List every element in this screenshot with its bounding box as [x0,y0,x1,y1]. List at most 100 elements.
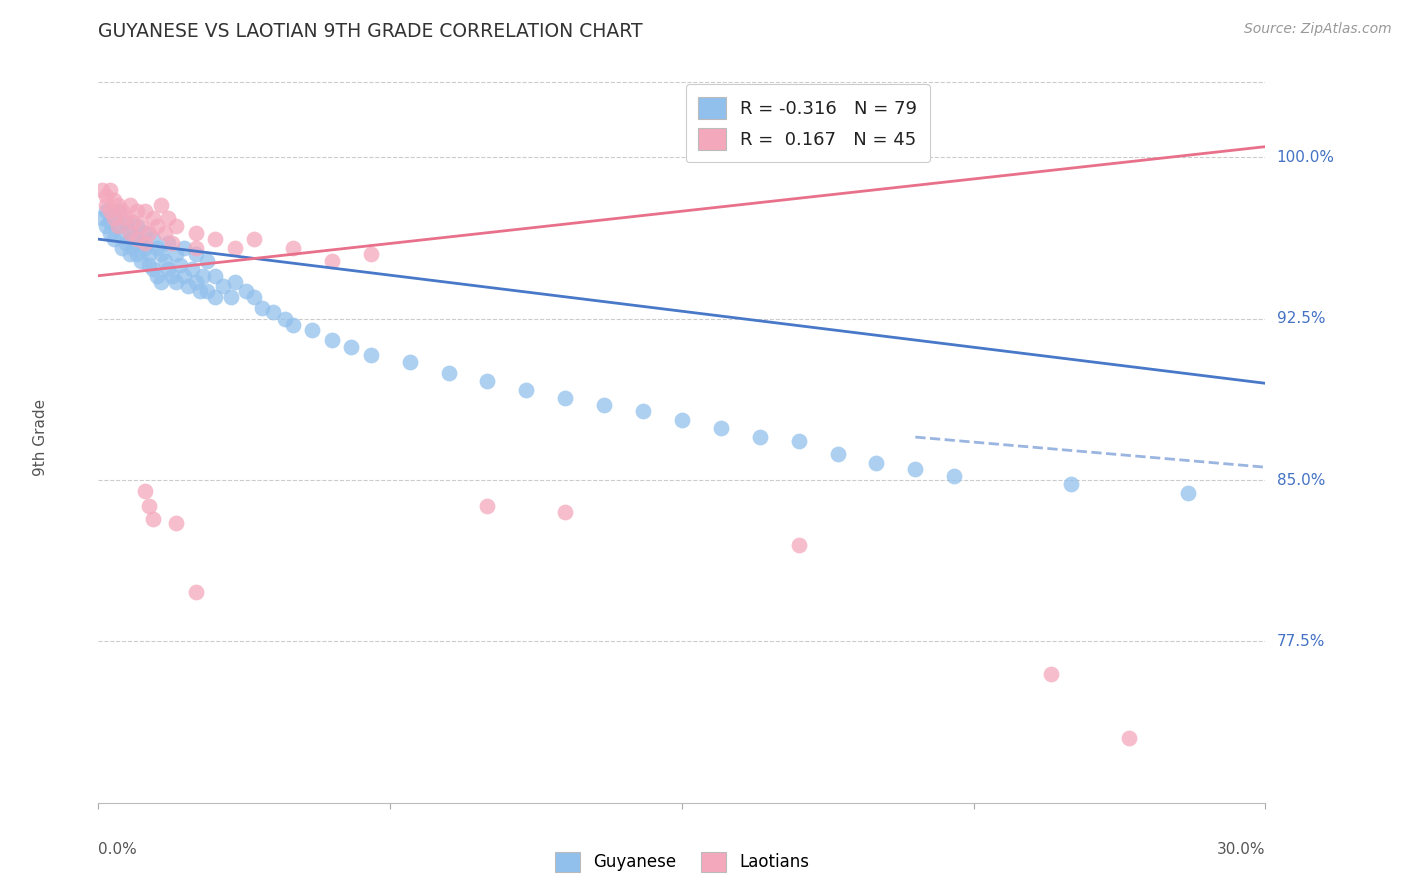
Text: 77.5%: 77.5% [1277,634,1324,649]
Point [184,226,207,240]
Point [107,204,129,219]
Point [437,366,460,380]
Point [146,268,169,283]
Point [340,340,363,354]
Point [157,211,180,225]
Point [138,247,160,261]
Point [184,585,207,599]
Point [827,447,849,461]
Point [153,226,176,240]
Point [360,247,382,261]
Point [129,219,152,234]
Point [204,232,226,246]
Point [98,204,121,219]
Point [1040,666,1063,681]
Point [98,183,121,197]
Point [129,236,152,251]
Point [142,232,165,246]
Point [96,204,118,219]
Point [554,392,576,406]
Text: 0.0%: 0.0% [98,842,138,856]
Point [114,236,136,251]
Point [162,236,184,251]
Point [301,322,323,336]
Text: GUYANESE VS LAOTIAN 9TH GRADE CORRELATION CHART: GUYANESE VS LAOTIAN 9TH GRADE CORRELATIO… [98,22,643,41]
Point [184,247,207,261]
Point [748,430,770,444]
Point [235,284,257,298]
Point [195,284,218,298]
Point [146,241,169,255]
Point [165,275,187,289]
Point [477,374,499,388]
Point [98,215,121,229]
Point [162,268,184,283]
Point [787,538,810,552]
Point [134,204,156,219]
Point [1118,731,1140,746]
Point [142,512,165,526]
Point [114,215,136,229]
Point [127,247,149,261]
Point [165,247,187,261]
Point [321,253,343,268]
Point [165,219,187,234]
Point [1060,477,1083,491]
Point [118,226,141,240]
Point [149,198,172,212]
Point [204,268,226,283]
Point [111,227,134,242]
Point [118,247,141,261]
Point [184,241,207,255]
Point [142,211,165,225]
Point [398,355,420,369]
Text: 92.5%: 92.5% [1277,311,1324,326]
Point [904,462,927,476]
Point [1177,486,1199,500]
Text: 30.0%: 30.0% [1218,842,1265,856]
Text: 9th Grade: 9th Grade [32,399,48,475]
Point [138,226,160,240]
Point [177,279,200,293]
Point [274,311,297,326]
Point [127,204,149,219]
Point [96,189,118,203]
Point [515,383,537,397]
Text: Source: ZipAtlas.com: Source: ZipAtlas.com [1244,22,1392,37]
Point [146,219,169,234]
Point [157,236,180,251]
Point [212,279,235,293]
Point [142,262,165,277]
Point [103,194,125,208]
Point [129,253,152,268]
Point [173,241,195,255]
Point [111,204,134,219]
Point [134,236,156,251]
Text: 85.0%: 85.0% [1277,473,1324,488]
Point [193,268,215,283]
Point [180,262,202,277]
Point [134,226,156,240]
Point [173,268,195,283]
Point [631,404,654,418]
Point [134,483,156,498]
Point [118,198,141,212]
Point [787,434,810,449]
Point [91,211,114,225]
Legend: Guyanese, Laotians: Guyanese, Laotians [548,845,815,879]
Point [188,284,211,298]
Point [243,232,266,246]
Point [149,275,172,289]
Point [865,456,887,470]
Point [107,219,129,234]
Point [219,290,242,304]
Point [111,241,134,255]
Point [243,290,266,304]
Point [91,183,114,197]
Point [103,232,125,246]
Point [157,262,180,277]
Point [149,247,172,261]
Point [127,219,149,234]
Point [103,211,125,225]
Point [671,413,693,427]
